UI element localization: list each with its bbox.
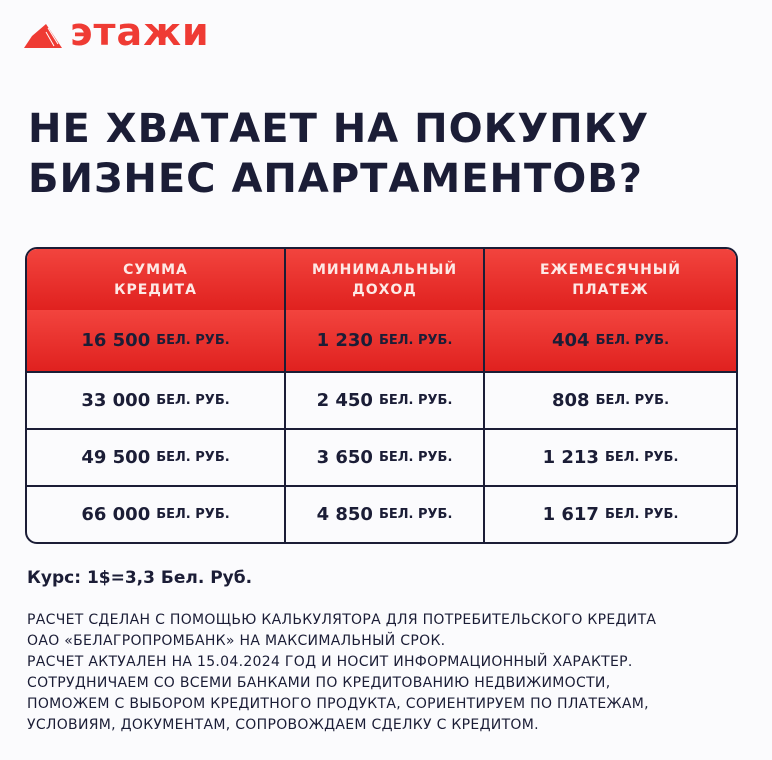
note-line: УСЛОВИЯМ, ДОКУМЕНТАМ, СОПРОВОЖДАЕМ СДЕЛК… (27, 717, 539, 733)
amount: 808 (551, 390, 590, 411)
amount: 4 850 (316, 504, 373, 525)
currency-unit: БЕЛ. РУБ. (156, 507, 230, 522)
currency-unit: БЕЛ. РУБ. (604, 507, 679, 522)
table-row: 16 500 БЕЛ. РУБ. 1 230 БЕЛ. РУБ. 404 БЕЛ. РУБ… (27, 310, 736, 371)
title-line: БИЗНЕС АПАРТАМЕНТОВ? (28, 156, 643, 202)
header-cell: СУММА КРЕДИТА (114, 261, 197, 298)
table-cell: 33 000 БЕЛ. РУБ. (27, 373, 284, 428)
amount: 1 617 (542, 504, 599, 525)
note-line: ОАО «БЕЛАГРОПРОМБАНК» НА МАКСИМАЛЬНЫЙ СР… (27, 633, 446, 649)
page-title: НЕ ХВАТАЕТ НА ПОКУПКУ БИЗНЕС АПАРТАМЕНТО… (28, 104, 649, 204)
currency-unit: БЕЛ. РУБ. (378, 507, 453, 522)
table-cell: 404 БЕЛ. РУБ. (483, 310, 736, 371)
currency-unit: БЕЛ. РУБ. (604, 450, 679, 465)
header-cell: ЕЖЕМЕСЯЧНЫЙ ПЛАТЕЖ (483, 249, 736, 310)
currency-unit: БЕЛ. РУБ. (156, 450, 230, 465)
currency-unit: БЕЛ. РУБ. (378, 393, 453, 408)
table-row: 33 000 БЕЛ. РУБ. 2 450 БЕЛ. РУБ. 808 БЕЛ. РУБ… (27, 371, 736, 428)
amount: 1 230 (316, 330, 373, 351)
building-icon (24, 24, 62, 48)
currency-unit: БЕЛ. РУБ. (378, 450, 453, 465)
amount: 3 650 (316, 447, 373, 468)
table-cell: 808 БЕЛ. РУБ. (483, 373, 736, 428)
table-row: 49 500 БЕЛ. РУБ. 3 650 БЕЛ. РУБ. 1 213 БЕЛ. Р… (27, 428, 736, 485)
currency-unit: БЕЛ. РУБ. (156, 333, 230, 348)
amount: 33 000 (81, 390, 151, 411)
table-cell: 4 850 БЕЛ. РУБ. (284, 487, 483, 542)
amount: 404 (551, 330, 590, 351)
note-line: СОТРУДНИЧАЕМ СО ВСЕМИ БАНКАМИ ПО КРЕДИТО… (27, 675, 611, 691)
title-line: НЕ ХВАТАЕТ НА ПОКУПКУ (28, 106, 650, 152)
disclaimer: РАСЧЕТ СДЕЛАН С ПОМОЩЬЮ КАЛЬКУЛЯТОРА ДЛЯ… (27, 610, 656, 736)
table-cell: 1 230 БЕЛ. РУБ. (284, 310, 483, 371)
note-line: РАСЧЕТ АКТУАЛЕН НА 15.04.2024 ГОД И НОСИ… (27, 654, 633, 670)
currency-unit: БЕЛ. РУБ. (378, 333, 453, 348)
amount: 2 450 (316, 390, 373, 411)
table-cell: 1 213 БЕЛ. РУБ. (483, 430, 736, 485)
currency-unit: БЕЛ. РУБ. (156, 393, 230, 408)
credit-table: СУММА КРЕДИТА МИНИМАЛЬНЫЙ ДОХОД ЕЖЕМЕСЯЧ… (25, 247, 738, 544)
table-cell: 2 450 БЕЛ. РУБ. (284, 373, 483, 428)
note-line: РАСЧЕТ СДЕЛАН С ПОМОЩЬЮ КАЛЬКУЛЯТОРА ДЛЯ… (27, 612, 657, 628)
table-cell: 1 617 БЕЛ. РУБ. (483, 487, 736, 542)
table-row: 66 000 БЕЛ. РУБ. 4 850 БЕЛ. РУБ. 1 617 БЕЛ. Р… (27, 485, 736, 542)
amount: 1 213 (542, 447, 599, 468)
note-line: ПОМОЖЕМ С ВЫБОРОМ КРЕДИТНОГО ПРОДУКТА, С… (27, 696, 649, 712)
table-header: СУММА КРЕДИТА МИНИМАЛЬНЫЙ ДОХОД ЕЖЕМЕСЯЧ… (27, 249, 736, 310)
header-cell: МИНИМАЛЬНЫЙ ДОХОД (284, 249, 483, 310)
table-cell: 66 000 БЕЛ. РУБ. (27, 487, 284, 542)
logo-text: этажи (70, 10, 210, 54)
amount: 49 500 (81, 447, 151, 468)
exchange-rate: Курс: 1$=3,3 Бел. Руб. (27, 568, 253, 588)
table-cell: 3 650 БЕЛ. РУБ. (284, 430, 483, 485)
amount: 66 000 (81, 504, 151, 525)
currency-unit: БЕЛ. РУБ. (595, 393, 670, 408)
table-cell: 49 500 БЕЛ. РУБ. (27, 430, 284, 485)
currency-unit: БЕЛ. РУБ. (595, 333, 670, 348)
amount: 16 500 (81, 330, 151, 351)
table-cell: 16 500 БЕЛ. РУБ. (27, 310, 284, 371)
brand-logo: этажи (24, 12, 210, 52)
